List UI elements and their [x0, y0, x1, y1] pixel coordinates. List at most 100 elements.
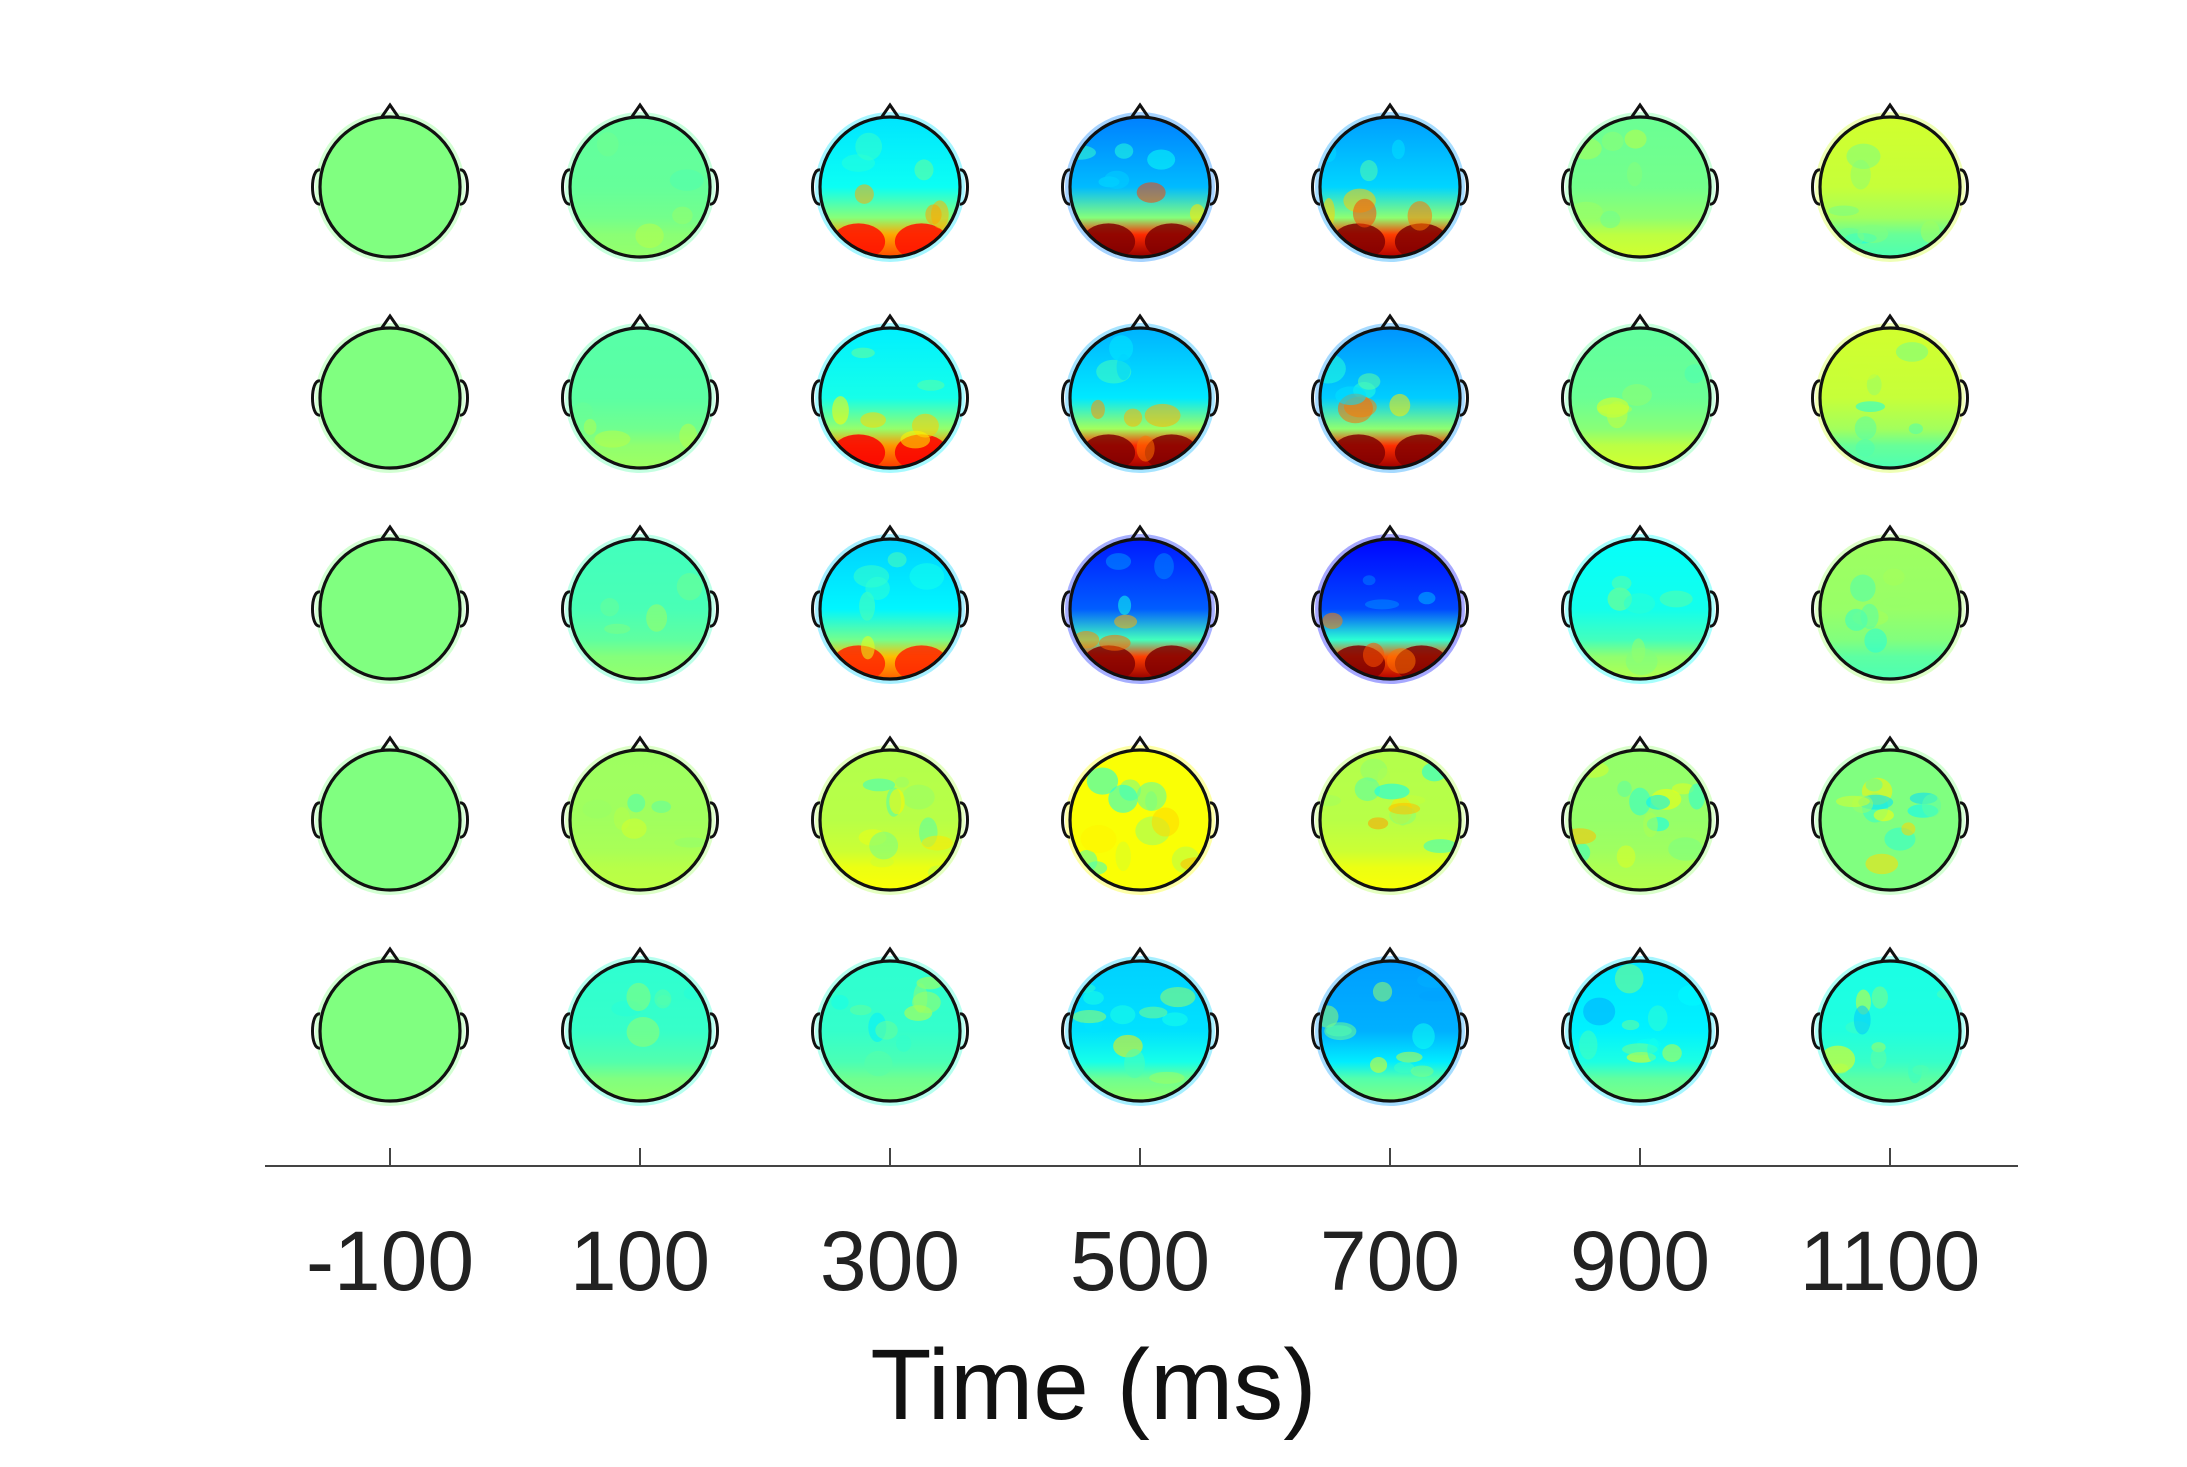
- topomap: [1311, 735, 1469, 895]
- right-ear: [1709, 590, 1719, 628]
- field-blotch: [1352, 198, 1377, 228]
- field-blotch: [1631, 638, 1646, 664]
- left-ear: [561, 1012, 571, 1050]
- field-blotch: [1688, 783, 1705, 810]
- nose: [1879, 946, 1901, 963]
- nose: [1629, 946, 1651, 963]
- right-ear: [1959, 168, 1969, 206]
- left-ear: [561, 168, 571, 206]
- nose: [1879, 735, 1901, 752]
- nose: [1129, 946, 1151, 963]
- field-blotch: [654, 989, 672, 1009]
- head-outline: [1568, 537, 1712, 681]
- scalp-field: [1570, 117, 1710, 257]
- head-outline: [1818, 115, 1962, 259]
- left-ear: [1811, 379, 1821, 417]
- field-blotch: [1083, 990, 1104, 1005]
- left-ear: [1061, 590, 1071, 628]
- field-blotch: [604, 623, 631, 634]
- head-outline: [1318, 326, 1462, 470]
- right-ear: [459, 1012, 469, 1050]
- left-ear: [311, 801, 321, 839]
- field-blotch: [1866, 374, 1882, 396]
- right-ear: [1959, 590, 1969, 628]
- scalp-field: [1570, 539, 1710, 679]
- scalp-field: [1070, 539, 1210, 679]
- head-outline: [1818, 537, 1962, 681]
- right-ear: [1209, 801, 1219, 839]
- field-gradient: [1820, 961, 1960, 1101]
- scalp-field: [1820, 117, 1960, 257]
- head-outline: [818, 115, 962, 259]
- field-blotch: [1855, 439, 1875, 457]
- topomap: [1561, 524, 1719, 684]
- head-outline: [818, 959, 962, 1103]
- head-outline: [318, 537, 462, 681]
- right-ear: [1959, 379, 1969, 417]
- x-tick-label: 300: [820, 1214, 960, 1308]
- left-ear: [1811, 801, 1821, 839]
- nose: [1879, 102, 1901, 119]
- scalp-field: [320, 328, 460, 468]
- field-blotch: [1189, 204, 1205, 223]
- field-blotch: [1684, 364, 1705, 384]
- field-blotch: [583, 418, 597, 435]
- field-blotch: [1115, 841, 1131, 872]
- field-blotch: [1154, 553, 1174, 580]
- right-ear: [1459, 1012, 1469, 1050]
- field-gradient: [320, 539, 460, 679]
- left-ear: [1311, 590, 1321, 628]
- head-outline: [318, 959, 462, 1103]
- field-blotch: [1362, 642, 1385, 668]
- topomap: [311, 735, 469, 895]
- field-blotch: [1418, 591, 1436, 605]
- field-blotch: [1908, 423, 1923, 435]
- field-blotch: [1123, 408, 1143, 427]
- field-blotch: [1873, 809, 1894, 822]
- nose: [879, 735, 901, 752]
- field-blotch: [1662, 1044, 1682, 1063]
- topomap: [1811, 524, 1969, 684]
- field-blotch: [600, 598, 620, 617]
- head-outline: [1818, 748, 1962, 892]
- left-ear: [811, 801, 821, 839]
- right-ear: [709, 1012, 719, 1050]
- field-blotch: [1114, 614, 1138, 629]
- nose: [379, 735, 401, 752]
- topomap: [1061, 524, 1219, 684]
- field-blotch: [1623, 593, 1656, 614]
- field-blotch: [1659, 590, 1693, 608]
- field-blotch: [1832, 1063, 1849, 1074]
- field-blotch: [1412, 1023, 1435, 1050]
- right-ear: [1459, 168, 1469, 206]
- field-blotch: [889, 789, 905, 815]
- nose: [379, 102, 401, 119]
- field-blotch: [865, 576, 890, 601]
- right-ear: [1709, 379, 1719, 417]
- scalp-field: [570, 117, 710, 257]
- field-blotch: [1621, 1019, 1640, 1031]
- right-ear: [459, 590, 469, 628]
- x-tick-label: -100: [306, 1214, 474, 1308]
- field-blotch: [1388, 802, 1421, 815]
- field-blotch: [1617, 780, 1632, 798]
- nose: [879, 313, 901, 330]
- nose: [1379, 102, 1401, 119]
- field-blotch: [1583, 997, 1616, 1026]
- field-gradient: [320, 750, 460, 890]
- left-ear: [1561, 168, 1571, 206]
- right-ear: [1209, 168, 1219, 206]
- left-ear: [1061, 801, 1071, 839]
- field-blotch: [831, 994, 849, 1010]
- right-ear: [1959, 1012, 1969, 1050]
- field-blotch: [887, 552, 907, 568]
- topomap: [561, 524, 719, 684]
- scalp-field: [1320, 117, 1460, 257]
- left-ear: [561, 801, 571, 839]
- topomap: [1561, 735, 1719, 895]
- field-blotch: [909, 563, 945, 590]
- left-ear: [311, 379, 321, 417]
- time-ticks: -100 100 300 500 700 900 1100: [306, 1148, 1980, 1308]
- left-ear: [1311, 168, 1321, 206]
